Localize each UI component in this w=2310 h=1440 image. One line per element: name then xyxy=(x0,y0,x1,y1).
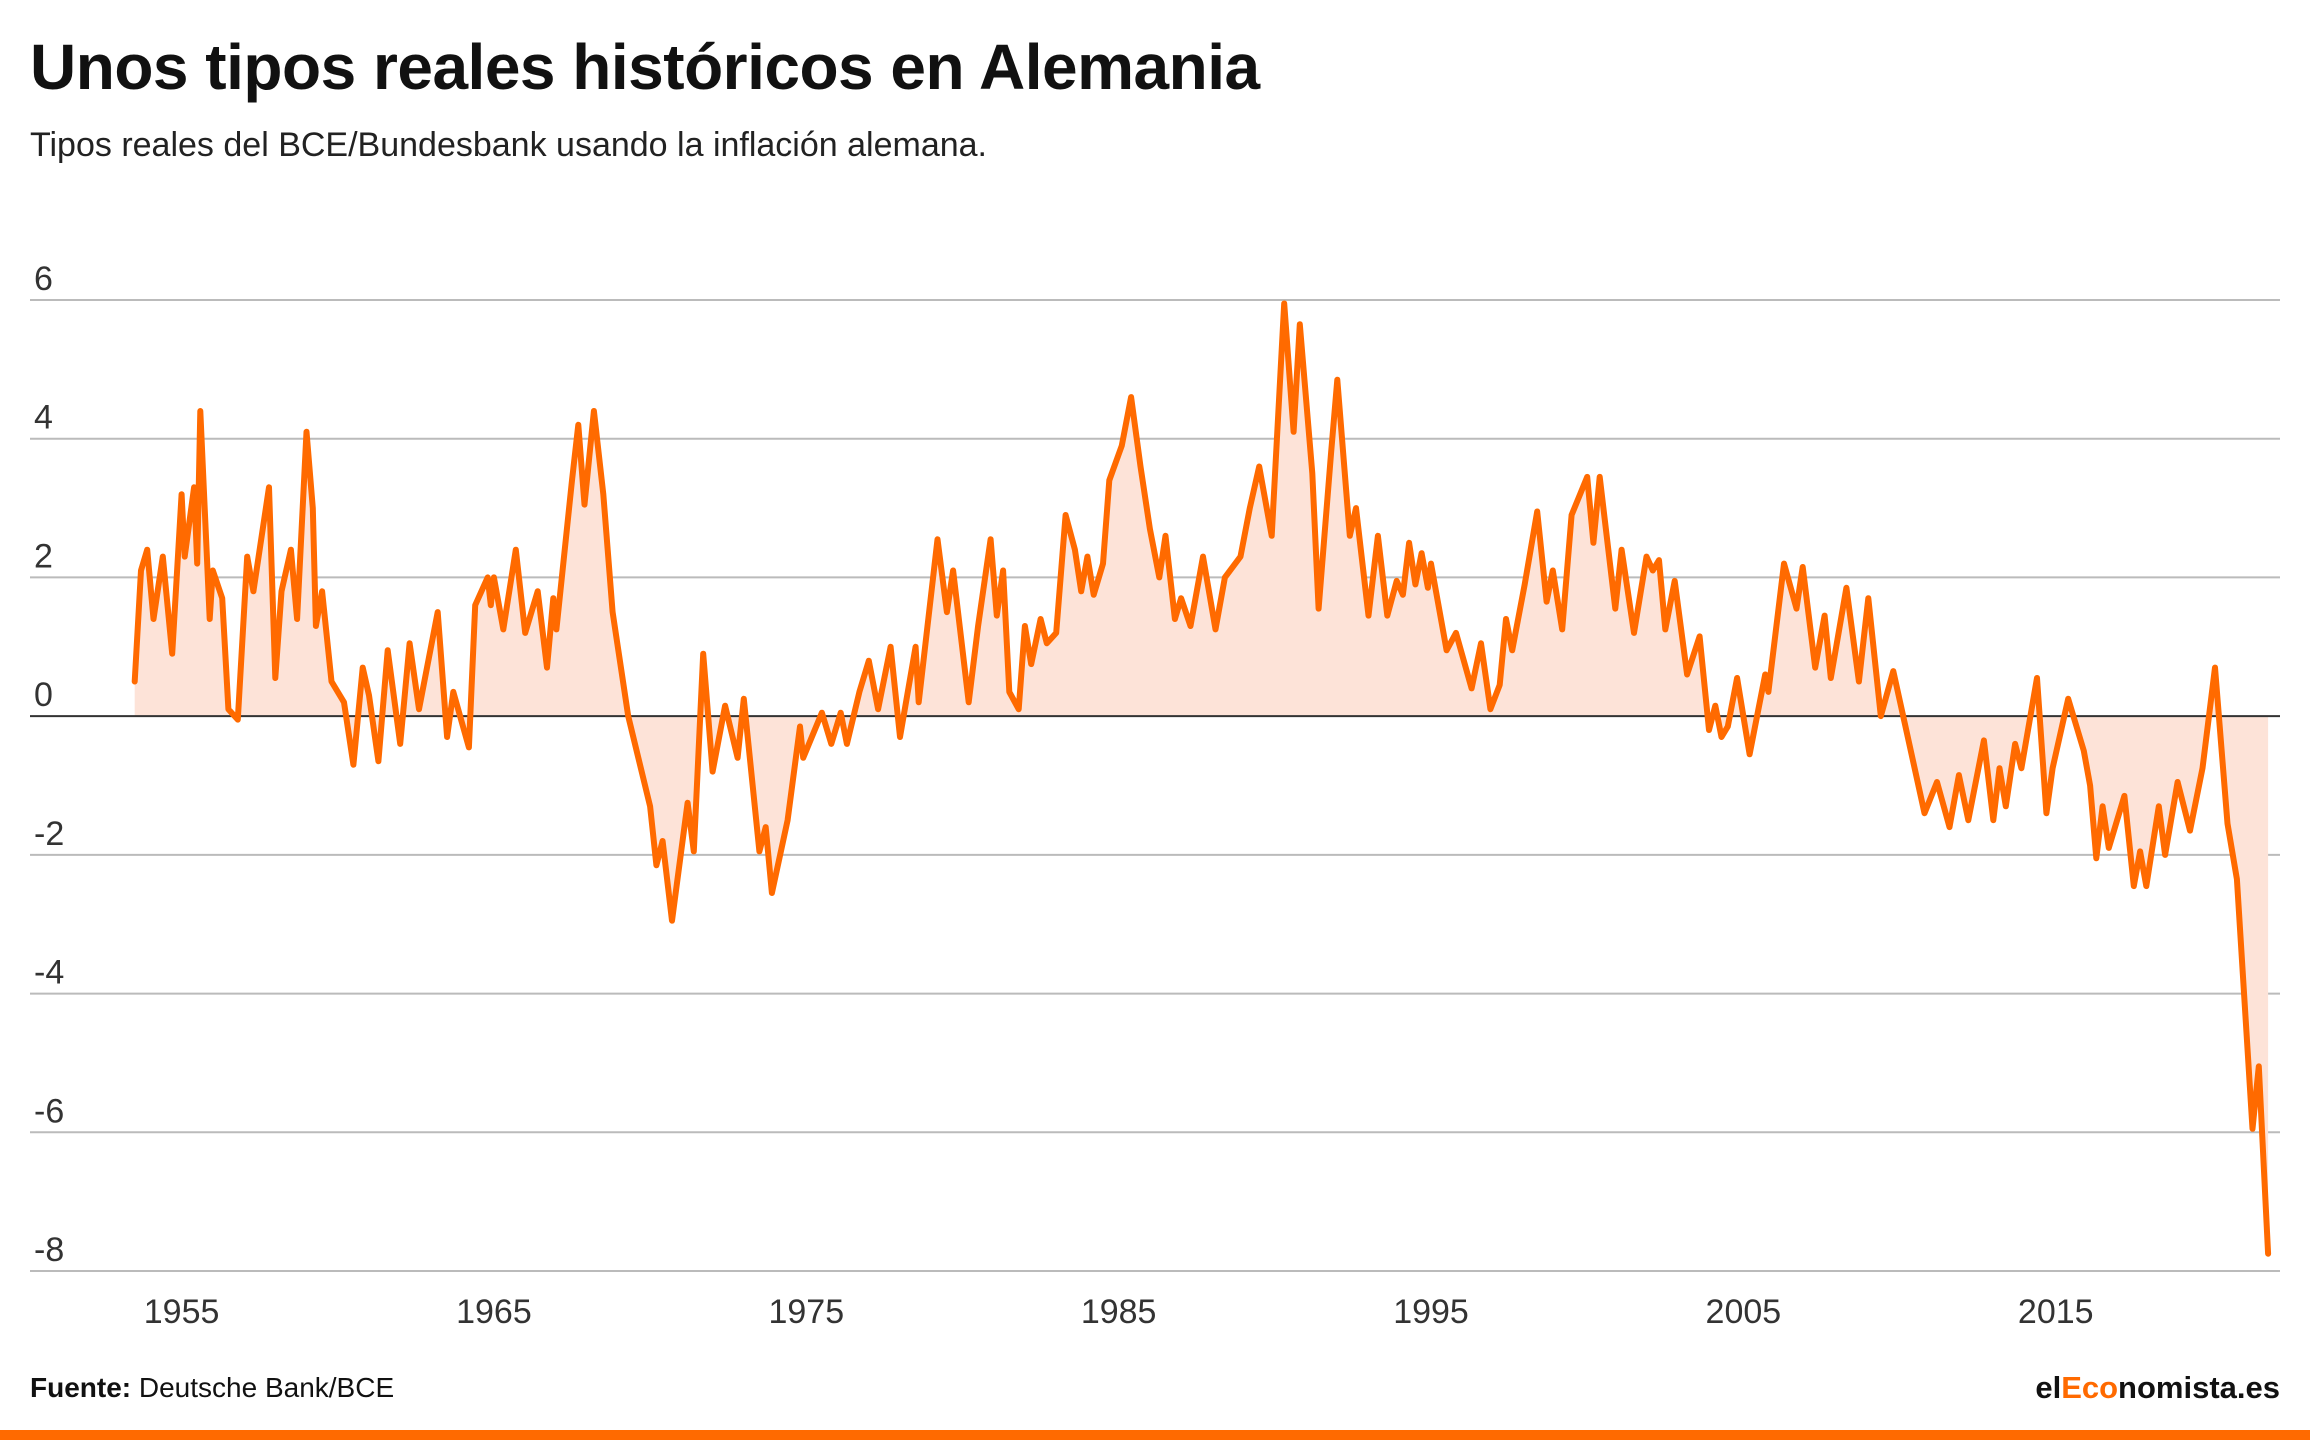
x-axis-ticks: 1955 1965 1975 1985 1995 2005 2015 xyxy=(144,1293,2094,1331)
x-tick-label: 1965 xyxy=(456,1293,532,1331)
brand-logo: elEconomista.es xyxy=(2035,1370,2280,1406)
y-tick-label: -8 xyxy=(34,1231,64,1269)
source-text: Deutsche Bank/BCE xyxy=(138,1372,395,1403)
series-area xyxy=(134,303,2269,1254)
brand-accent: Eco xyxy=(2061,1370,2119,1405)
x-tick-label: 2015 xyxy=(2018,1293,2094,1331)
chart-area: 6 4 2 0 -2 -4 -6 -8 1955 1965 1975 1985 1995 2005 201… xyxy=(30,260,2280,1331)
source-label: Fuente: xyxy=(30,1372,132,1403)
y-tick-label: -2 xyxy=(34,815,64,853)
source-note: Fuente: Deutsche Bank/BCE xyxy=(30,1372,394,1404)
brand-suffix: nomista.es xyxy=(2118,1370,2280,1405)
series-line-layer xyxy=(131,300,2272,1257)
x-tick-label: 1975 xyxy=(768,1293,844,1331)
y-tick-label: 4 xyxy=(34,399,53,437)
y-tick-label: 6 xyxy=(34,260,53,298)
y-tick-label: -6 xyxy=(34,1092,64,1130)
chart-title: Unos tipos reales históricos en Alemania xyxy=(30,31,1260,103)
series-line xyxy=(131,300,2272,1257)
bottom-accent-bar xyxy=(0,1430,2310,1440)
y-tick-label: 2 xyxy=(34,537,53,575)
x-tick-label: 1995 xyxy=(1393,1293,1469,1331)
x-tick-label: 2005 xyxy=(1706,1293,1782,1331)
chart-subtitle: Tipos reales del BCE/Bundesbank usando l… xyxy=(30,126,987,164)
area-fill-layer xyxy=(134,303,2269,1254)
y-tick-label: -4 xyxy=(34,954,64,992)
x-tick-label: 1985 xyxy=(1081,1293,1157,1331)
y-axis-ticks: 6 4 2 0 -2 -4 -6 -8 xyxy=(34,260,64,1269)
x-tick-label: 1955 xyxy=(144,1293,220,1331)
y-tick-label: 0 xyxy=(34,676,53,714)
brand-prefix: el xyxy=(2035,1370,2062,1405)
